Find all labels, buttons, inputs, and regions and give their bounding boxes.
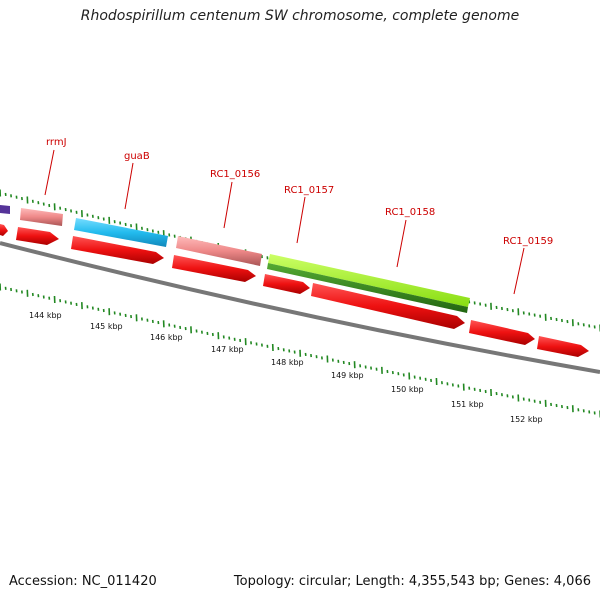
- cds-arrow: [16, 227, 59, 245]
- gene-label-RC1_0157: RC1_0157: [284, 185, 334, 196]
- leader-RC1_0159: [513, 247, 525, 295]
- kbp-label: 147 kbp: [211, 345, 244, 354]
- cds-arrow: [263, 274, 310, 294]
- cds-arrow: [311, 283, 465, 329]
- cds-arrow: [172, 255, 256, 282]
- gene-leaders: [44, 149, 525, 295]
- rrmJ-feature: [20, 208, 63, 226]
- RC1_0157-subfeature: [267, 263, 468, 313]
- gene-label-RC1_0156: RC1_0156: [210, 169, 260, 180]
- RC1_0156-feature: [176, 236, 262, 266]
- gene-label-RC1_0159: RC1_0159: [503, 236, 553, 247]
- cds-arrow: [537, 336, 589, 357]
- kbp-label: 150 kbp: [391, 385, 424, 394]
- gene-label-rrmJ: rrmJ: [46, 137, 67, 148]
- kbp-labels: 144 kbp 145 kbp 146 kbp 147 kbp 148 kbp …: [29, 311, 543, 424]
- kbp-label: 144 kbp: [29, 311, 62, 320]
- cds-track: [0, 224, 589, 357]
- summary-text: Topology: circular; Length: 4,355,543 bp…: [233, 574, 591, 589]
- feature-track-outer: [0, 205, 470, 313]
- map-title: Rhodospirillum centenum SW chromosome, c…: [80, 8, 520, 24]
- RC1_0157-feature: [268, 254, 470, 307]
- inner-tick-ring: [0, 283, 600, 418]
- leader-rrmJ: [44, 149, 55, 196]
- kbp-label: 148 kbp: [271, 358, 304, 367]
- kbp-label: 152 kbp: [510, 415, 543, 424]
- gene-label-guaB: guaB: [124, 151, 150, 162]
- accession-text: Accession: NC_011420: [9, 574, 157, 589]
- genome-backbone: [0, 241, 600, 374]
- kbp-label: 149 kbp: [331, 371, 364, 380]
- leader-RC1_0157: [296, 196, 306, 244]
- violet-feature: [0, 205, 10, 214]
- cds-arrow: [71, 236, 164, 264]
- gene-labels: rrmJ guaB RC1_0156 RC1_0157 RC1_0158 RC1…: [46, 137, 553, 247]
- gene-label-RC1_0158: RC1_0158: [385, 207, 435, 218]
- kbp-label: 145 kbp: [90, 322, 123, 331]
- leader-RC1_0156: [223, 181, 233, 229]
- kbp-label: 151 kbp: [451, 400, 484, 409]
- kbp-label: 146 kbp: [150, 333, 183, 342]
- cds-arrow: [0, 224, 8, 236]
- cds-arrow: [469, 320, 535, 345]
- leader-RC1_0158: [396, 219, 407, 268]
- outer-tick-ring: [0, 189, 600, 332]
- leader-guaB: [124, 162, 134, 210]
- guaB-feature: [74, 218, 168, 247]
